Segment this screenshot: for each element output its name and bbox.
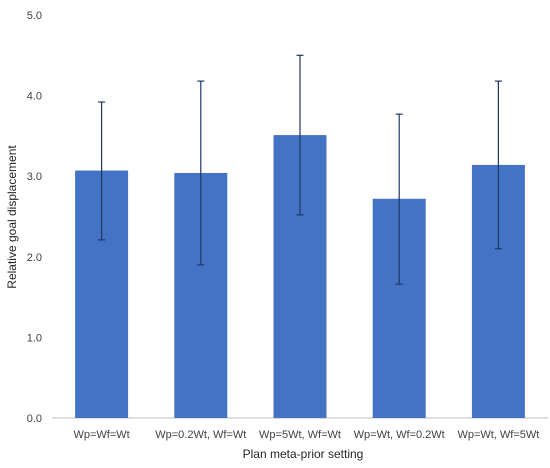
x-axis-title: Plan meta-prior setting [243,447,364,461]
x-tick-label: Wp=5Wt, Wf=Wt [259,429,341,441]
x-tick-label: Wp=Wf=Wt [73,429,129,441]
y-tick-label: 1.0 [27,332,42,344]
x-tick-label: Wp=0.2Wt, Wf=Wt [155,429,246,441]
error-bar [296,54,304,216]
error-bar [494,80,502,250]
y-tick-label: 2.0 [27,252,42,264]
x-tick-label: Wp=Wt, Wf=0.2Wt [354,429,445,441]
y-tick-label: 3.0 [27,171,42,183]
y-axis-title: Relative goal displacement [5,145,19,289]
y-tick-label: 5.0 [27,10,42,22]
error-bar [98,101,106,241]
y-tick-label: 0.0 [27,413,42,425]
y-tick-label: 4.0 [27,91,42,103]
error-bar [197,80,205,266]
error-bar [395,113,403,285]
x-tick-label: Wp=Wt, Wf=5Wt [457,429,539,441]
